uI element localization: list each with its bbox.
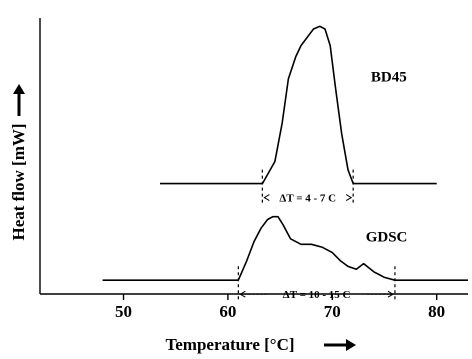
x-tick-label: 60 <box>219 302 236 321</box>
span-label: ΔT = 10 - 15 C <box>283 289 351 301</box>
span-label: ΔT = 4 - 7 C <box>279 193 336 205</box>
axes <box>39 18 468 295</box>
x-tick-label: 50 <box>115 302 132 321</box>
arrow-left-icon <box>239 290 246 298</box>
series-label-gdsc: GDSC <box>366 230 408 246</box>
y-axis-arrow-icon <box>13 84 25 116</box>
arrow-left-icon <box>263 194 270 202</box>
y-axis-label: Heat flow [mW] <box>9 123 28 240</box>
arrow-right-icon <box>345 194 353 202</box>
series-label-bd45: BD45 <box>371 69 407 85</box>
span-markers <box>237 169 396 303</box>
series-line-gdsc <box>102 215 468 281</box>
series-labels: BD45 GDSC <box>366 69 408 245</box>
arrow-right-icon <box>387 290 394 298</box>
x-axis-arrow-icon <box>324 339 356 351</box>
x-tick-label: 70 <box>324 302 341 321</box>
x-axis-title: Temperature [°C] <box>165 335 356 354</box>
series-line-bd45 <box>160 25 437 185</box>
y-axis-title: Heat flow [mW] <box>9 84 28 241</box>
x-axis-label: Temperature [°C] <box>165 335 294 354</box>
series-curves <box>102 25 468 281</box>
x-tick-label: 80 <box>428 302 445 321</box>
x-ticks: 50 60 70 80 <box>115 294 445 321</box>
span-annotations: ΔT = 4 - 7 C ΔT = 10 - 15 C <box>239 193 394 301</box>
